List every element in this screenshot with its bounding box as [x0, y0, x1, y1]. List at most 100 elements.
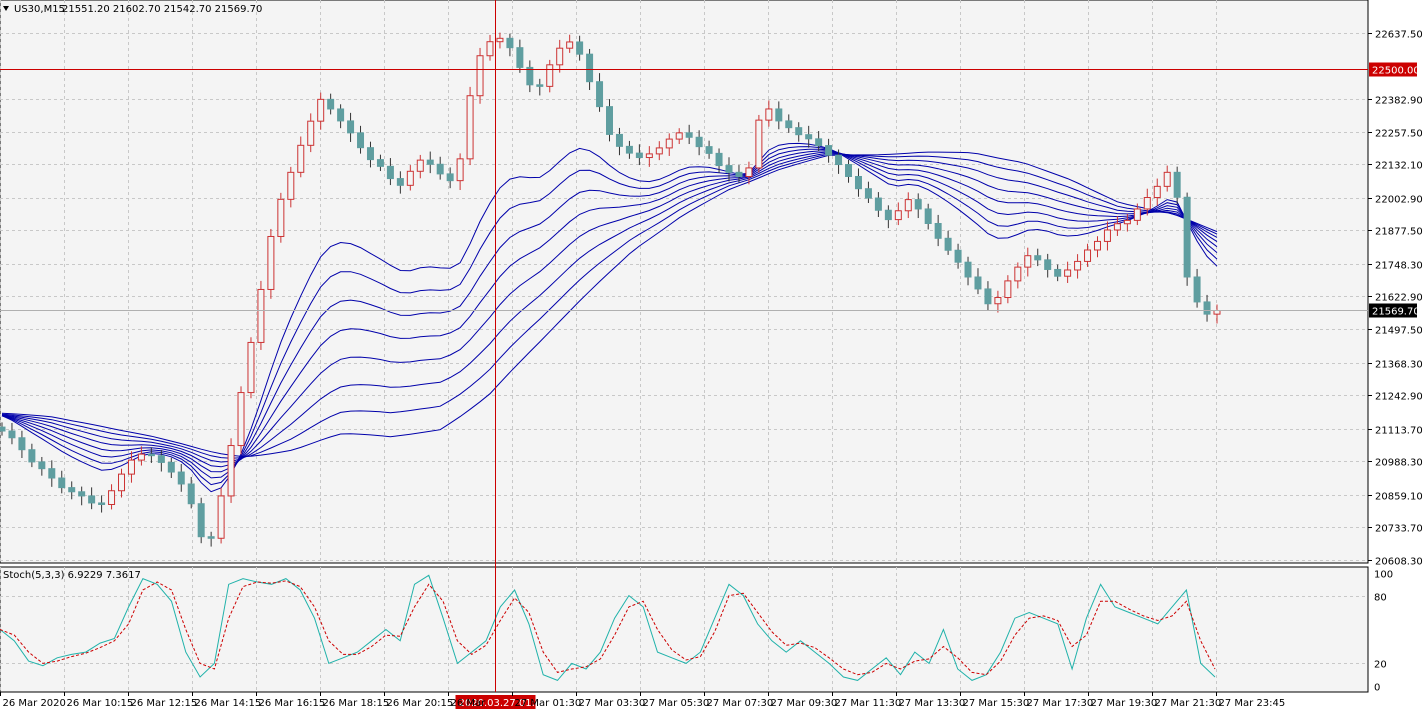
candle-body: [1143, 197, 1151, 210]
ma-ribbon-line: [1, 142, 1218, 493]
price-tick-label: 21497.50: [1375, 326, 1423, 337]
candle-body: [685, 132, 693, 138]
candle-body: [1004, 280, 1012, 299]
candle-body: [845, 164, 853, 177]
candle-body: [187, 483, 195, 505]
candle-body: [775, 108, 783, 122]
candle-body: [815, 138, 823, 147]
ma-ribbon-line: [1, 151, 1218, 468]
candle-body: [207, 536, 215, 539]
candle-body: [436, 163, 444, 175]
candle-body: [1213, 309, 1221, 315]
candle-body: [217, 495, 225, 539]
candle-body: [725, 165, 733, 173]
candle-body: [914, 199, 922, 210]
candle-body: [854, 175, 862, 190]
candle-body: [406, 170, 414, 186]
candle-body: [1123, 219, 1131, 225]
time-tick-label: 27 Mar 23:45: [1219, 698, 1286, 709]
candle-body: [277, 198, 285, 237]
candle-body: [366, 147, 374, 161]
candle-body: [606, 106, 613, 135]
stochastic-plot-area[interactable]: [0, 566, 1369, 693]
candle-body: [317, 98, 325, 122]
symbol-label: US30,M15: [14, 4, 65, 15]
candle-body: [1183, 196, 1191, 278]
candle-body: [645, 153, 653, 159]
time-tick-label: 27 Mar 03:30: [579, 698, 646, 709]
time-tick-label: 27 Mar 05:30: [643, 698, 710, 709]
price-tick-label: 20859.10: [1375, 492, 1423, 503]
price-tick-label: 20988.30: [1375, 458, 1423, 469]
candle-body: [1113, 223, 1121, 231]
candle-body: [267, 235, 275, 290]
candle-body: [1024, 255, 1032, 268]
candle-body: [197, 503, 205, 538]
stochastic-lines: [0, 574, 1216, 681]
candle-body: [177, 471, 185, 485]
candle-body: [1193, 276, 1201, 303]
time-tick-label: 27 Mar 15:30: [963, 698, 1030, 709]
candle-body: [237, 392, 245, 447]
time-tick-label: 26 Mar 20:15: [387, 698, 454, 709]
time-tick-label: 26 Mar 12:15: [131, 698, 198, 709]
price-tick-label: 22382.90: [1375, 96, 1423, 107]
candle-body: [785, 120, 793, 129]
candle-body: [805, 134, 813, 140]
candle-body: [825, 145, 833, 156]
candle-body: [78, 491, 86, 497]
candle-body: [307, 120, 315, 146]
candle-body: [127, 459, 135, 475]
time-tick-label: 27 Mar 11:30: [835, 698, 902, 709]
price-tick-label: 21368.30: [1375, 360, 1423, 371]
ma-ribbon-line: [1, 151, 1218, 457]
triangle-down-icon[interactable]: [3, 6, 9, 11]
chart-header: US30,M15 21551.20 21602.70 21542.70 2156…: [3, 4, 262, 15]
grid: [0, 0, 1368, 692]
candle-body: [954, 249, 962, 263]
candle-body: [1173, 171, 1181, 198]
candle-body: [655, 147, 663, 155]
candle-body: [795, 127, 803, 136]
candle-body: [715, 152, 723, 167]
candle-body: [526, 66, 534, 86]
candle-body: [386, 165, 394, 180]
time-tick-label: 26 Mar: [451, 698, 487, 709]
price-tick-label: 22002.90: [1375, 195, 1423, 206]
time-tick-label: 26 Mar 18:15: [323, 698, 390, 709]
candle-body: [1103, 229, 1111, 242]
candle-body: [536, 84, 544, 87]
candle-body: [1163, 171, 1171, 187]
candle-body: [675, 132, 683, 140]
price-plot-area[interactable]: [0, 0, 1369, 564]
candle-body: [1034, 255, 1042, 261]
candle-body: [157, 455, 165, 463]
candle-body: [1054, 268, 1062, 277]
candle-body: [327, 98, 335, 110]
candle-body: [1084, 249, 1092, 262]
candle-body: [964, 261, 972, 278]
current-price-tag: [1369, 303, 1417, 318]
candle-body: [227, 445, 235, 497]
time-tick-label: 27 Mar 19:30: [1091, 698, 1158, 709]
candle-body: [98, 502, 106, 506]
candle-body: [108, 490, 116, 506]
stoch-header: Stoch(5,3,3) 6.9229 7.3617: [3, 570, 141, 581]
candle-body: [456, 158, 464, 182]
candle-body: [864, 188, 872, 199]
time-tick-label: 27 Mar 13:30: [899, 698, 966, 709]
time-tick-label: 27 Mar 07:30: [707, 698, 774, 709]
ma-ribbon-line: [1, 153, 1218, 459]
candle-body: [1203, 301, 1211, 315]
candle-body: [496, 37, 504, 43]
candle-body: [765, 108, 773, 121]
candle-body: [506, 37, 514, 49]
price-tick-label: 21877.50: [1375, 227, 1423, 238]
candle-body: [48, 468, 56, 479]
candle-body: [426, 159, 434, 165]
candle-body: [446, 173, 454, 182]
crosshair-time-label: 2020.03.27 01:00: [459, 698, 548, 709]
candle-body: [376, 159, 384, 167]
candle-body: [8, 430, 16, 439]
